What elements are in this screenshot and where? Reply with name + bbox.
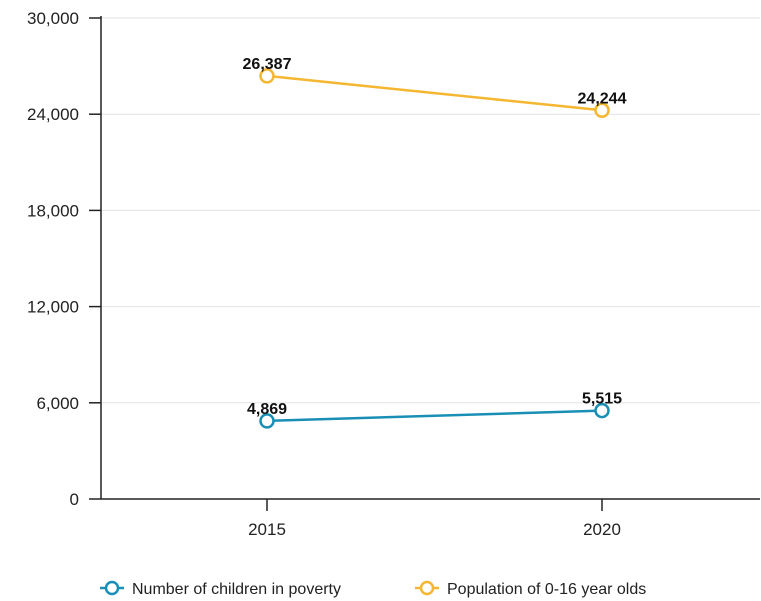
data-label: 5,515	[582, 391, 622, 408]
series-lines	[259, 68, 610, 429]
data-point	[259, 68, 275, 84]
data-label: 26,387	[243, 56, 292, 73]
y-axis: 0 6,000 12,000 18,000 24,000 30,000	[27, 9, 102, 509]
y-tick-label: 18,000	[27, 201, 79, 220]
legend-item-1: Population of 0-16 year olds	[415, 580, 646, 598]
series-line-1	[266, 74, 603, 112]
legend-label: Population of 0-16 year olds	[447, 581, 646, 598]
data-label: 4,869	[247, 401, 287, 418]
data-label: 24,244	[578, 90, 627, 107]
data-point	[594, 402, 610, 419]
x-tick-label: 2015	[248, 520, 286, 539]
y-tick-label: 6,000	[36, 394, 79, 413]
y-tick-label: 30,000	[27, 9, 79, 28]
gridlines	[101, 17, 760, 404]
legend: Number of children in poverty Population …	[100, 580, 646, 598]
data-point	[594, 102, 610, 119]
legend-marker-icon	[419, 580, 435, 596]
legend-item-0: Number of children in poverty	[100, 580, 341, 598]
x-tick-label: 2020	[583, 520, 621, 539]
data-point	[259, 413, 275, 429]
series-line-0	[266, 409, 603, 423]
y-tick-label: 0	[70, 490, 79, 509]
x-axis: 2015 2020	[101, 498, 760, 539]
y-tick-label: 12,000	[27, 298, 79, 317]
legend-label: Number of children in poverty	[132, 581, 341, 598]
data-labels: 4,869 5,515 26,387 24,244	[243, 56, 627, 418]
legend-marker-icon	[104, 580, 120, 596]
y-tick-label: 24,000	[27, 105, 79, 124]
